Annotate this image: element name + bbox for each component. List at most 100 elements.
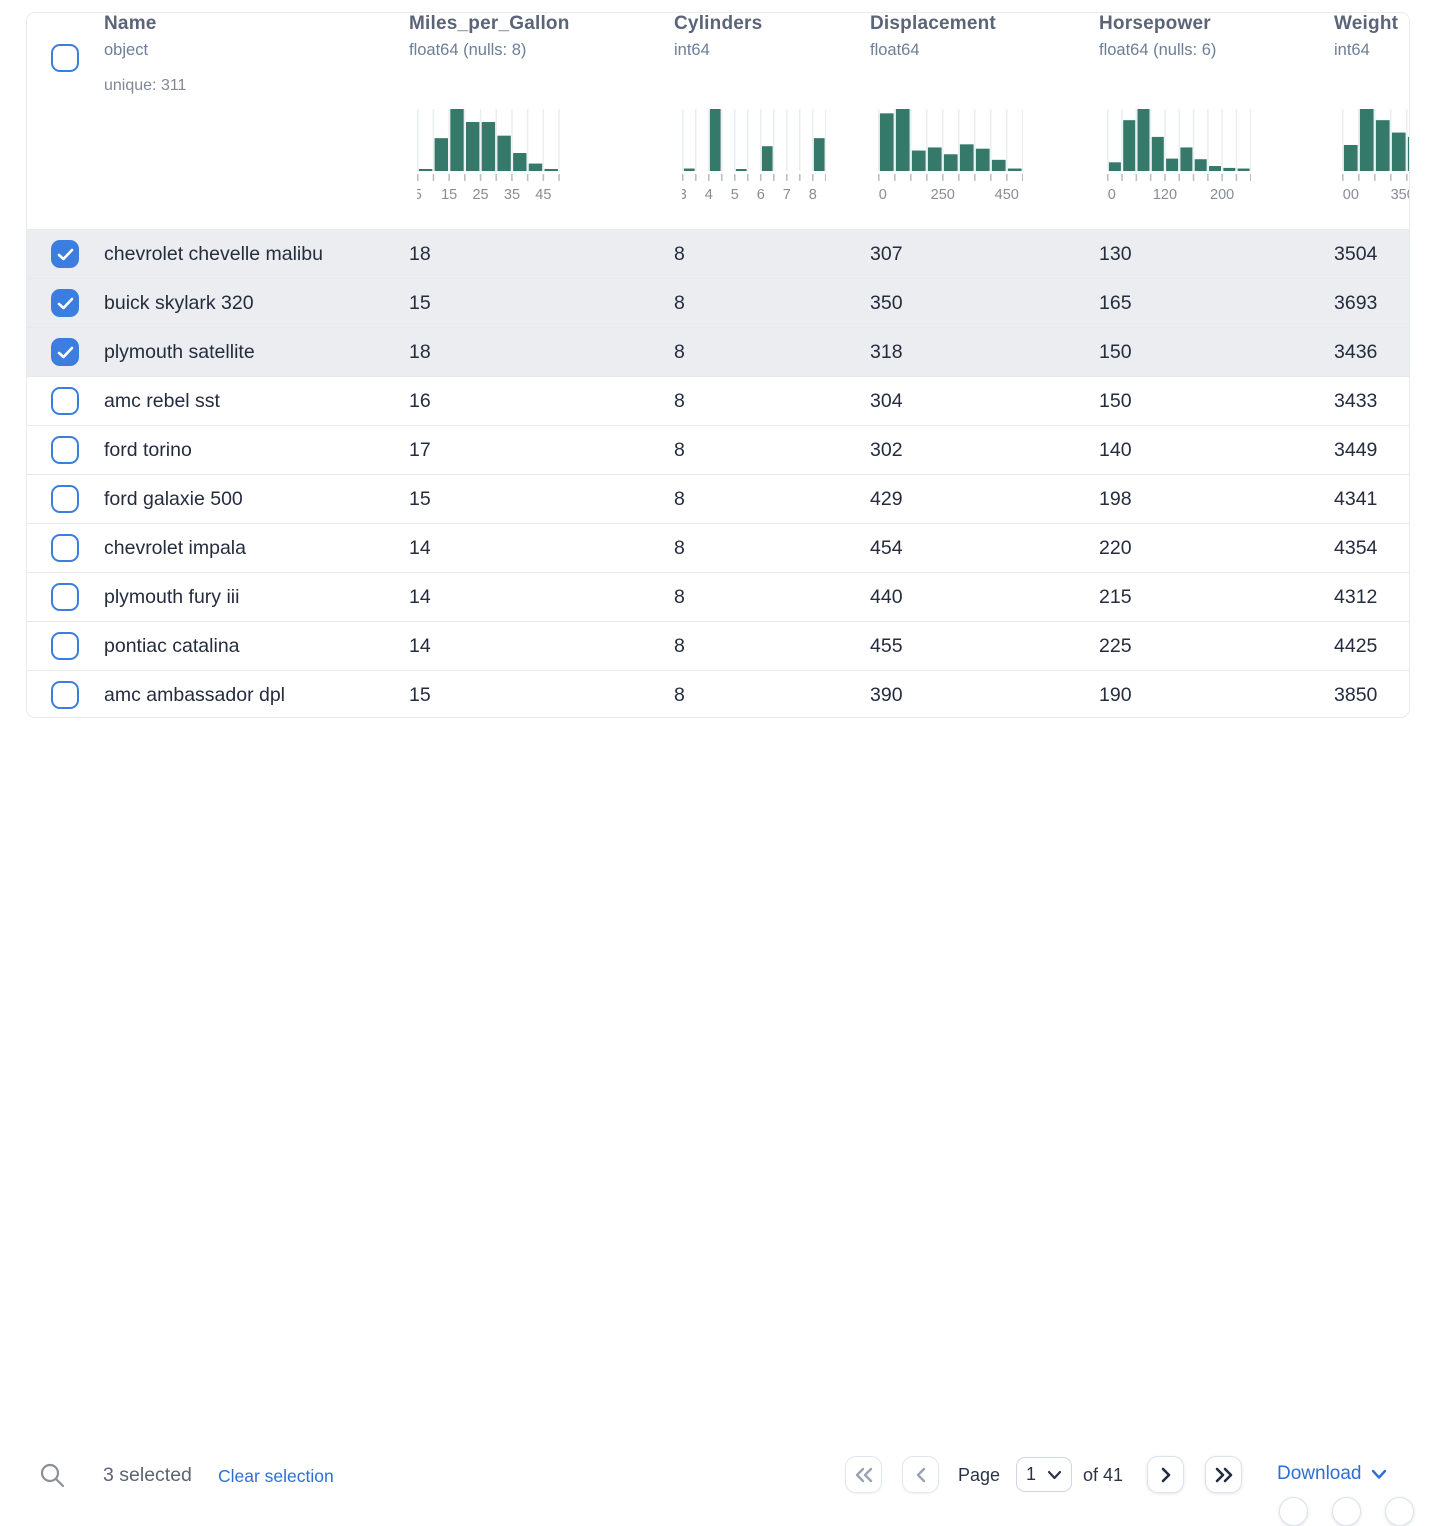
cell-value: 8 — [674, 537, 685, 559]
cell-name: ford torino — [104, 439, 192, 461]
histogram-chart: 1500 3500 — [1327, 109, 1409, 203]
cell-value: 3436 — [1334, 341, 1378, 363]
svg-text:25: 25 — [472, 187, 488, 203]
clear-selection-link[interactable]: Clear selection — [218, 1466, 334, 1486]
cell-value: 8 — [674, 292, 685, 314]
page-total-label: of 41 — [1083, 1465, 1124, 1485]
cell-value: 15 — [409, 488, 431, 510]
cell-value: 3850 — [1334, 684, 1378, 706]
cell-value: 8 — [674, 341, 685, 363]
cell-name: amc ambassador dpl — [104, 684, 286, 706]
table-row[interactable]: ford torino 17 8 302 140 3449 — [27, 425, 1409, 474]
cell-value: 150 — [1099, 341, 1132, 363]
column-header-horsepower[interactable]: Horsepower float64 (nulls: 6) — [1099, 13, 1216, 60]
cell-value: 14 — [409, 586, 431, 608]
check-icon — [57, 297, 73, 309]
column-name: Cylinders — [674, 13, 763, 34]
svg-text:120: 120 — [1153, 187, 1177, 203]
row-checkbox[interactable] — [51, 436, 79, 464]
download-button[interactable]: Download — [1277, 1463, 1387, 1485]
svg-text:40: 40 — [1107, 187, 1116, 203]
column-histogram-horsepower: 40 120 200 — [1100, 109, 1252, 210]
cell-value: 8 — [674, 390, 685, 412]
cell-value: 18 — [409, 341, 431, 363]
column-header-cylinders[interactable]: Cylinders int64 — [674, 13, 762, 60]
cell-value: 302 — [870, 439, 903, 461]
column-histogram-displacement: 50 250 450 — [871, 109, 1024, 210]
floating-action-button[interactable] — [1332, 1497, 1361, 1526]
svg-text:7: 7 — [783, 187, 791, 203]
column-histogram-miles_per_gallon: 5 15 25 35 45 — [414, 109, 560, 210]
row-checkbox[interactable] — [51, 338, 79, 366]
cell-value: 8 — [674, 488, 685, 510]
download-label: Download — [1277, 1463, 1362, 1484]
cell-name: pontiac catalina — [104, 635, 240, 657]
cell-value: 429 — [870, 488, 903, 510]
column-histogram-weight: 1500 3500 — [1327, 109, 1409, 210]
row-checkbox[interactable] — [51, 534, 79, 562]
row-checkbox[interactable] — [51, 681, 79, 709]
cell-value: 4312 — [1334, 586, 1378, 608]
table-row[interactable]: plymouth satellite 18 8 318 150 3436 — [27, 327, 1409, 376]
previous-page-button[interactable] — [902, 1456, 939, 1493]
row-checkbox[interactable] — [51, 583, 79, 611]
select-all-checkbox[interactable] — [51, 44, 79, 72]
column-dtype: float64 — [870, 41, 920, 59]
column-unique-count: unique: 311 — [104, 77, 187, 94]
table-row[interactable]: buick skylark 320 15 8 350 165 3693 — [27, 278, 1409, 327]
row-checkbox[interactable] — [51, 240, 79, 268]
table-row[interactable]: chevrolet impala 14 8 454 220 4354 — [27, 523, 1409, 572]
row-checkbox[interactable] — [51, 632, 79, 660]
cell-value: 165 — [1099, 292, 1132, 314]
row-checkbox[interactable] — [51, 387, 79, 415]
table-row[interactable]: amc ambassador dpl 15 8 390 190 3850 — [27, 670, 1409, 717]
cell-value: 390 — [870, 684, 903, 706]
histogram-chart: 50 250 450 — [871, 109, 1024, 203]
histogram-chart: 5 15 25 35 45 — [414, 109, 560, 203]
cell-name: plymouth satellite — [104, 341, 255, 363]
row-checkbox[interactable] — [51, 485, 79, 513]
cell-value: 3693 — [1334, 292, 1378, 314]
floating-action-button[interactable] — [1385, 1497, 1414, 1526]
column-dtype: float64 (nulls: 6) — [1099, 41, 1217, 59]
table-row[interactable]: amc rebel sst 16 8 304 150 3433 — [27, 376, 1409, 425]
cell-value: 150 — [1099, 390, 1132, 412]
double-chevron-right-icon — [1215, 1467, 1232, 1482]
cell-value: 8 — [674, 243, 685, 265]
search-icon[interactable] — [39, 1462, 65, 1488]
page-select[interactable]: 1 — [1016, 1457, 1072, 1492]
table-row[interactable]: ford galaxie 500 15 8 429 198 4341 — [27, 474, 1409, 523]
dataframe-table: Name object unique: 311 Miles_per_Gallon flo… — [26, 12, 1410, 718]
double-chevron-left-icon — [855, 1467, 872, 1482]
cell-value: 304 — [870, 390, 903, 412]
column-header-displacement[interactable]: Displacement float64 — [870, 13, 996, 60]
cell-value: 440 — [870, 586, 903, 608]
row-checkbox[interactable] — [51, 289, 79, 317]
first-page-button[interactable] — [845, 1456, 882, 1493]
cell-value: 220 — [1099, 537, 1132, 559]
cell-value: 18 — [409, 243, 431, 265]
next-page-button[interactable] — [1147, 1456, 1184, 1493]
cell-value: 140 — [1099, 439, 1132, 461]
cell-value: 454 — [870, 537, 903, 559]
cell-name: chevrolet chevelle malibu — [104, 243, 323, 265]
column-header-miles_per_gallon[interactable]: Miles_per_Gallon float64 (nulls: 8) — [409, 13, 570, 60]
cell-value: 350 — [870, 292, 903, 314]
last-page-button[interactable] — [1205, 1456, 1242, 1493]
cell-name: plymouth fury iii — [104, 586, 240, 608]
column-header-name[interactable]: Name object unique: 311 — [104, 13, 186, 95]
column-header-weight[interactable]: Weight int64 — [1334, 13, 1398, 60]
histogram-chart: 40 120 200 — [1100, 109, 1252, 203]
table-row[interactable]: plymouth fury iii 14 8 440 215 4312 — [27, 572, 1409, 621]
svg-text:200: 200 — [1210, 187, 1234, 203]
floating-action-button[interactable] — [1279, 1497, 1308, 1526]
cell-value: 455 — [870, 635, 903, 657]
cell-name: ford galaxie 500 — [104, 488, 243, 510]
chevron-down-icon — [1371, 1469, 1386, 1479]
cell-value: 307 — [870, 243, 903, 265]
cell-name: amc rebel sst — [104, 390, 220, 412]
table-row[interactable]: pontiac catalina 14 8 455 225 4425 — [27, 621, 1409, 670]
table-row[interactable]: chevrolet chevelle malibu 18 8 307 130 3504 — [27, 229, 1409, 278]
cell-value: 3504 — [1334, 243, 1378, 265]
cell-name: buick skylark 320 — [104, 292, 254, 314]
